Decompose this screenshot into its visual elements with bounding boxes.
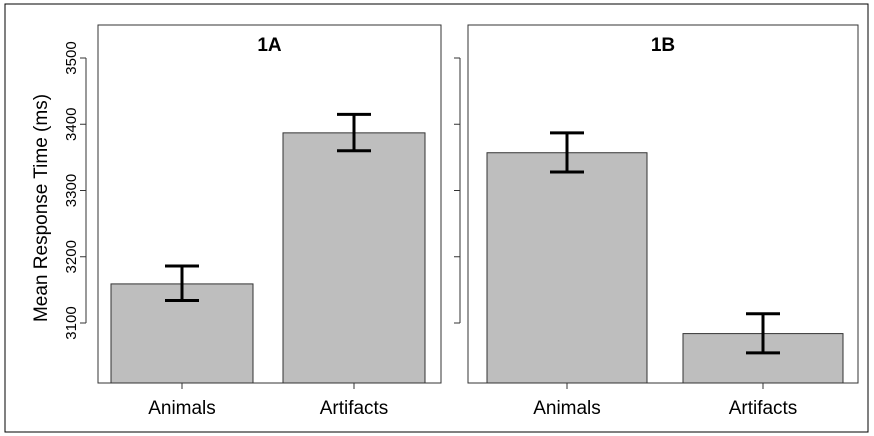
y-axis-label: Mean Response Time (ms) — [31, 94, 52, 322]
bar-artifacts — [282, 132, 426, 384]
panel-title: 1B — [651, 35, 675, 56]
x-tick-label: Artifacts — [320, 398, 389, 419]
figure-frame — [4, 3, 869, 433]
panel-title: 1A — [257, 35, 282, 56]
panel-frame — [97, 24, 442, 384]
x-tick-label: Artifacts — [729, 398, 798, 419]
y-tick-label: 3100 — [63, 306, 80, 339]
x-tick-label: Animals — [533, 398, 601, 419]
panel-1a: 3100 3200 3300 3400 3500 1A Animals Artifacts — [63, 24, 442, 419]
y-tick-label: 3200 — [63, 240, 80, 273]
bar-animals — [486, 152, 648, 384]
panel-1b: 1B Animals Artifacts — [454, 24, 859, 419]
x-tick-label: Animals — [148, 398, 216, 419]
y-tick-label: 3400 — [63, 108, 80, 141]
y-tick-label: 3300 — [63, 174, 80, 207]
panel-frame — [467, 24, 859, 384]
y-tick-label: 3500 — [63, 41, 80, 74]
